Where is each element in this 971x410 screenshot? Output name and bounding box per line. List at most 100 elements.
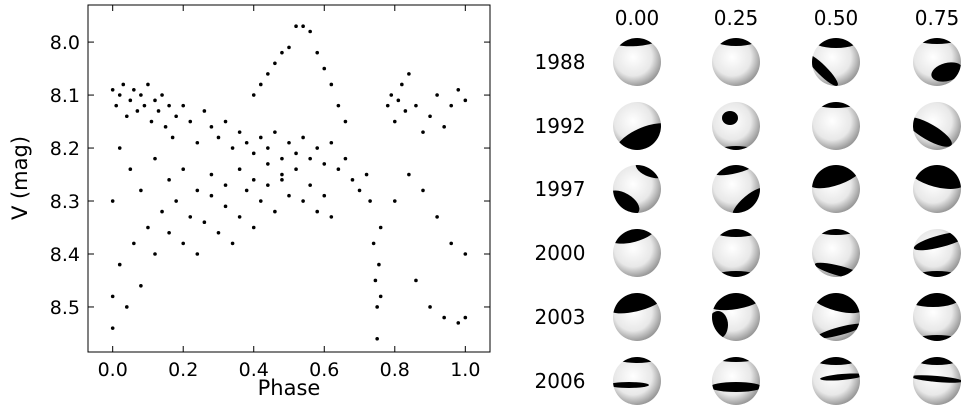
spot-map [613, 102, 661, 150]
point [251, 151, 256, 156]
point [385, 103, 390, 108]
point [230, 146, 235, 150]
point [400, 82, 404, 87]
spot [712, 382, 760, 392]
point [308, 29, 312, 34]
point [117, 262, 122, 267]
point [216, 135, 221, 140]
point [128, 167, 133, 172]
point [428, 114, 432, 119]
spot [613, 382, 649, 388]
point [442, 125, 446, 129]
spot-map [712, 38, 760, 86]
spots [613, 229, 657, 244]
point [273, 130, 277, 134]
point [392, 119, 397, 124]
point [209, 172, 214, 177]
year-label: 1992 [535, 114, 586, 138]
point [350, 178, 355, 182]
point [407, 72, 411, 76]
star-disk [613, 357, 661, 405]
point [258, 199, 263, 203]
point [343, 119, 348, 124]
spot [712, 357, 760, 362]
x-axis-label: Phase [258, 376, 321, 400]
point [407, 172, 411, 177]
spot-map [913, 293, 961, 341]
spot-map [812, 293, 860, 341]
year-label: 2003 [535, 305, 586, 329]
plot-frame [87, 4, 491, 353]
point [121, 82, 126, 87]
point [301, 135, 305, 140]
point [273, 61, 277, 66]
point [128, 98, 133, 103]
point [357, 188, 362, 193]
spot-map [812, 165, 860, 213]
point [114, 103, 119, 108]
point [463, 252, 468, 256]
point [377, 262, 381, 267]
point [181, 103, 186, 108]
point [421, 188, 425, 193]
spot-map [812, 357, 860, 405]
point [287, 140, 291, 145]
point [449, 103, 454, 108]
point [167, 103, 171, 108]
point [117, 146, 122, 150]
spot [931, 62, 961, 82]
year-label: 2000 [535, 241, 586, 265]
point [368, 199, 372, 203]
point [251, 93, 256, 97]
point [110, 294, 115, 299]
spot [712, 229, 760, 237]
spot [615, 123, 661, 150]
point [315, 50, 320, 55]
point [181, 167, 186, 172]
spot [913, 271, 961, 277]
spot [913, 117, 952, 147]
y-tick-label: 8.0 [50, 32, 80, 54]
spot-map [812, 38, 860, 86]
point [456, 321, 461, 325]
y-tick-label: 8.1 [50, 85, 80, 107]
point [170, 135, 175, 140]
point [456, 87, 461, 92]
point [188, 215, 193, 219]
y-axis-label: V (mag) [8, 136, 32, 220]
spot-map [913, 102, 961, 150]
point [167, 231, 171, 235]
spot-map [712, 165, 760, 213]
point [414, 103, 418, 108]
point [329, 140, 334, 145]
point [343, 156, 348, 161]
spot-map [613, 293, 661, 341]
point [237, 215, 242, 219]
x-tick-label: 0.0 [98, 359, 128, 381]
point [153, 252, 157, 256]
spot [732, 187, 760, 213]
point [329, 82, 334, 87]
x-tick-label: 1.0 [450, 359, 480, 381]
phase-label: 0.50 [814, 6, 859, 30]
point [132, 241, 136, 246]
point [378, 294, 383, 299]
spot-map [712, 229, 760, 277]
y-tick-label: 8.2 [50, 138, 80, 160]
spot [820, 373, 860, 381]
spots [812, 102, 860, 108]
spot-map [613, 38, 661, 86]
star-disk [712, 229, 760, 277]
star-disk [712, 38, 760, 86]
point [375, 305, 379, 309]
spots [812, 38, 860, 86]
spot [613, 229, 657, 244]
point [371, 241, 376, 246]
x-tick-label: 0.2 [168, 359, 198, 381]
spot-map [613, 165, 661, 213]
point [174, 114, 178, 119]
point [435, 215, 439, 219]
spot-map [712, 293, 760, 341]
spot [722, 111, 738, 125]
